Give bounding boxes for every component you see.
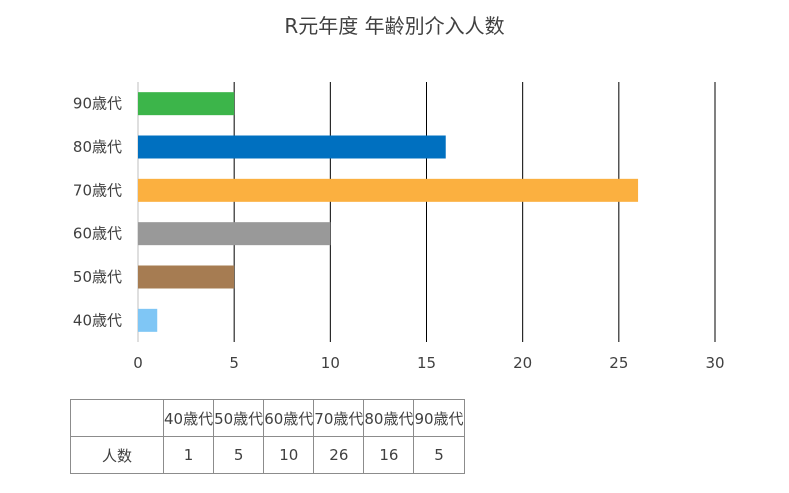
table-header-cell: 60歳代: [263, 399, 315, 437]
table-value-cell: 1: [162, 436, 215, 474]
table-header-cell: 50歳代: [213, 399, 265, 437]
table-value-cell: 5: [213, 436, 265, 474]
bar-chart: 40歳代 50歳代 60歳代 70歳代 80歳代 90歳代 0 5 10 15 20 25 30: [73, 82, 725, 372]
y-category-label: 40歳代: [73, 311, 122, 329]
x-tick-label: 15: [417, 354, 436, 372]
table-corner-cell: [70, 399, 164, 437]
x-tick-label: 10: [321, 354, 340, 372]
y-category-label: 90歳代: [73, 95, 122, 113]
table-value-cell: 26: [313, 436, 365, 474]
x-tick-label: 0: [133, 354, 143, 372]
y-category-label: 80歳代: [73, 138, 122, 156]
y-category-label: 70歳代: [73, 181, 122, 199]
bar-50歳代: [138, 265, 235, 289]
table-header-cell: 80歳代: [363, 399, 415, 437]
x-tick-label: 30: [705, 354, 724, 372]
table-header-cell: 90歳代: [413, 399, 465, 437]
y-category-label: 50歳代: [73, 268, 122, 286]
table-value-cell: 16: [363, 436, 415, 474]
bar-60歳代: [138, 222, 331, 246]
table-row: 人数 1 5 10 26 16 5: [70, 436, 465, 474]
table-row-label: 人数: [70, 436, 164, 474]
table-header-row: 40歳代 50歳代 60歳代 70歳代 80歳代 90歳代: [70, 399, 465, 437]
y-category-label: 60歳代: [73, 225, 122, 243]
x-tick-label: 20: [513, 354, 532, 372]
chart-title: R元年度 年齢別介入人数: [284, 14, 505, 38]
data-table: 40歳代 50歳代 60歳代 70歳代 80歳代 90歳代 人数 1 5 10 …: [70, 399, 465, 474]
x-tick-label: 5: [229, 354, 239, 372]
table-header-cell: 70歳代: [313, 399, 365, 437]
table-value-cell: 5: [413, 436, 465, 474]
bar-90歳代: [138, 92, 235, 116]
bar-80歳代: [138, 135, 446, 159]
x-tick-label: 25: [609, 354, 628, 372]
table-header-cell: 40歳代: [162, 399, 215, 437]
bar-40歳代: [138, 308, 158, 332]
bar-70歳代: [138, 178, 639, 202]
table-value-cell: 10: [263, 436, 315, 474]
